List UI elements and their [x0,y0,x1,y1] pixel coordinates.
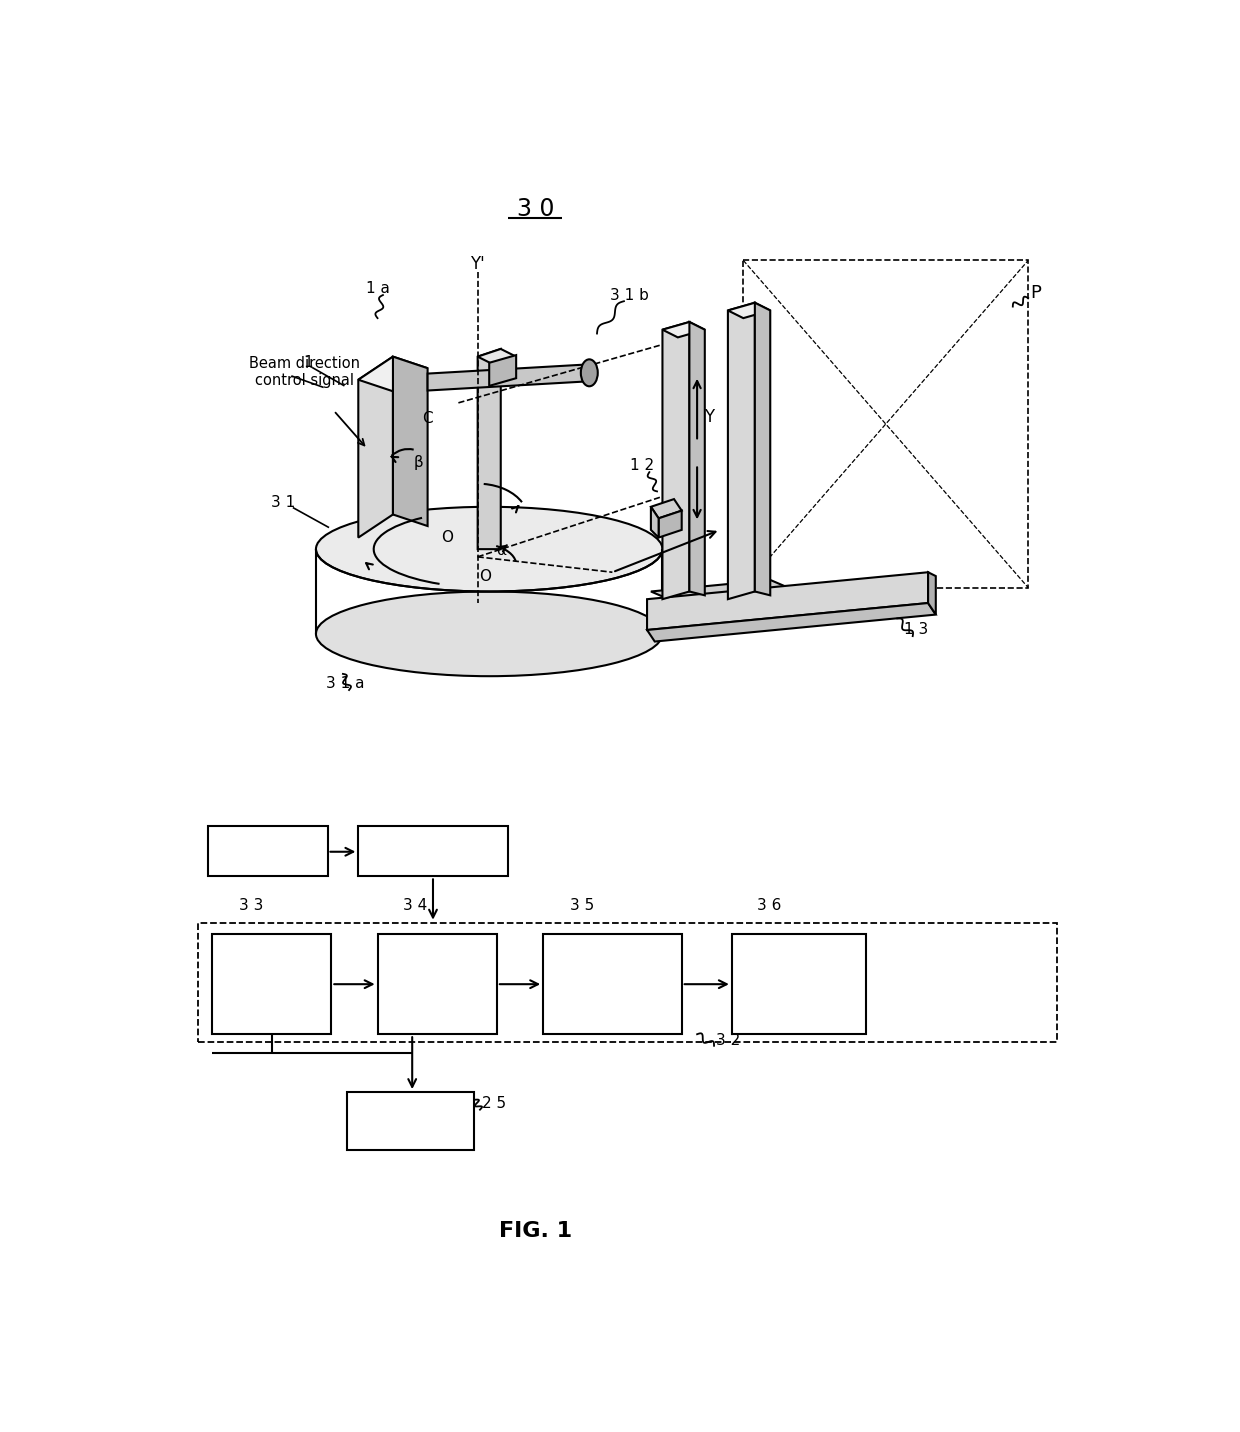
Text: 3 1 b: 3 1 b [610,288,649,302]
Polygon shape [678,591,797,623]
Polygon shape [651,580,797,603]
Text: 3 1 a: 3 1 a [326,676,365,692]
Text: 3 5: 3 5 [570,898,594,914]
Polygon shape [928,573,936,614]
Polygon shape [477,349,501,548]
Text: Y': Y' [470,255,485,274]
Ellipse shape [580,359,598,387]
FancyBboxPatch shape [212,934,331,1034]
Polygon shape [647,573,928,630]
Polygon shape [393,357,428,526]
Text: Amplitude and
phase detector: Amplitude and phase detector [374,835,491,868]
Text: 1: 1 [304,355,312,371]
Text: 3 3: 3 3 [239,898,263,914]
Polygon shape [490,355,516,385]
FancyBboxPatch shape [543,934,682,1034]
Text: Display
unit: Display unit [382,1106,439,1137]
Polygon shape [658,511,682,537]
Text: 3 0: 3 0 [517,196,554,221]
Text: β: β [413,455,423,470]
Text: 3 6: 3 6 [758,898,781,914]
Polygon shape [728,302,755,599]
Text: Beam direction
control signal: Beam direction control signal [249,355,360,388]
Polygon shape [647,603,936,642]
Polygon shape [477,349,516,364]
Text: 2 2: 2 2 [386,825,409,841]
Text: 3 2: 3 2 [717,1032,740,1048]
Text: Virtual
directivity
calculation
means: Virtual directivity calculation means [573,951,652,1018]
Text: O: O [441,530,453,546]
Text: FIG. 1: FIG. 1 [498,1220,572,1240]
Text: 1 2: 1 2 [630,458,653,474]
FancyBboxPatch shape [358,826,508,876]
Polygon shape [651,507,658,537]
Polygon shape [662,322,704,338]
Ellipse shape [316,507,662,591]
Text: 2 5: 2 5 [481,1095,506,1111]
Polygon shape [689,322,704,596]
Text: 2 1: 2 1 [236,825,259,841]
Polygon shape [428,364,589,391]
FancyBboxPatch shape [732,934,867,1034]
Text: O: O [480,569,491,584]
Text: Directivity
correction
means: Directivity correction means [761,959,837,1010]
Text: 3 1: 3 1 [270,495,295,510]
Text: Signal
generator: Signal generator [231,835,306,868]
Text: 3 4: 3 4 [403,898,428,914]
Polygon shape [358,357,393,537]
Text: Z: Z [667,477,678,495]
Polygon shape [358,357,428,391]
Polygon shape [662,322,689,599]
Text: X': X' [670,325,686,342]
Text: Antenna
direction
change
means: Antenna direction change means [405,951,470,1018]
Text: Beam
direction
detection
means: Beam direction detection means [238,951,306,1018]
Text: X: X [728,517,740,536]
Text: 1 a: 1 a [366,281,389,296]
Polygon shape [755,302,770,596]
FancyBboxPatch shape [347,1093,474,1150]
Polygon shape [728,302,770,318]
Polygon shape [651,500,682,518]
Text: Y: Y [703,408,714,425]
Text: α: α [496,543,506,558]
FancyBboxPatch shape [208,826,327,876]
FancyBboxPatch shape [377,934,497,1034]
Ellipse shape [316,591,662,676]
Text: 1 3: 1 3 [904,623,929,637]
Text: P: P [1030,285,1042,302]
Text: C: C [423,411,433,425]
